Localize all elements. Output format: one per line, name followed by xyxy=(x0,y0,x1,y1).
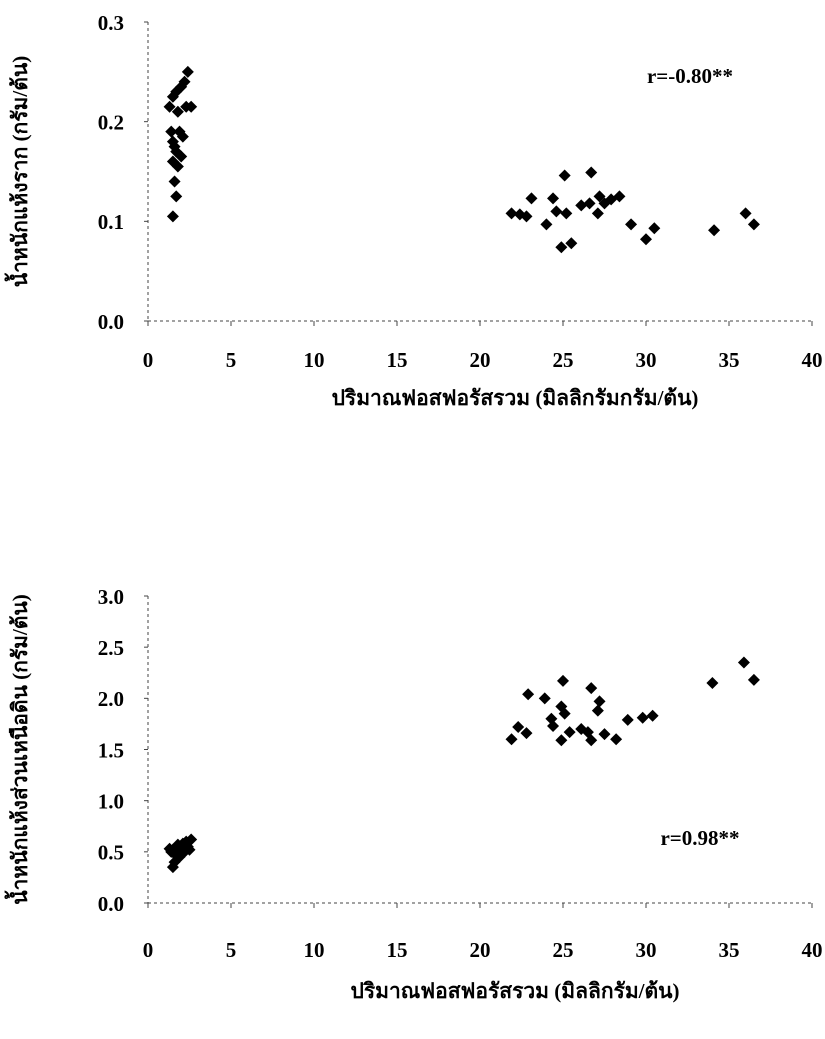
data-point xyxy=(583,197,596,210)
data-point xyxy=(621,713,634,726)
x-tick-label: 0 xyxy=(143,348,154,372)
data-point xyxy=(171,105,184,118)
x-tick-label: 15 xyxy=(387,938,408,962)
annotation: r=0.98** xyxy=(660,826,739,850)
data-point xyxy=(706,676,719,689)
data-point xyxy=(555,241,568,254)
data-point xyxy=(178,75,191,88)
x-tick-label: 10 xyxy=(304,348,325,372)
x-tick-label: 30 xyxy=(636,348,657,372)
data-point xyxy=(180,100,193,113)
data-point xyxy=(747,218,760,231)
data-point xyxy=(525,192,538,205)
data-point xyxy=(522,688,535,701)
y-tick-label: 0.0 xyxy=(98,310,124,334)
x-tick-label: 0 xyxy=(143,938,154,962)
data-point xyxy=(170,190,183,203)
x-tick-label: 10 xyxy=(304,938,325,962)
data-point xyxy=(520,727,533,740)
data-point xyxy=(181,65,194,78)
y-tick-label: 0.2 xyxy=(98,110,124,134)
data-point xyxy=(558,169,571,182)
x-axis-label: ปริมาณฟอสฟอรัสรวม (มิลลิกรัมกรัม/ต้น) xyxy=(332,386,699,410)
x-tick-label: 20 xyxy=(470,938,491,962)
x-tick-label: 5 xyxy=(226,938,237,962)
data-point xyxy=(558,707,571,720)
data-point xyxy=(708,224,721,237)
data-point xyxy=(636,711,649,724)
data-point xyxy=(505,207,518,220)
y-tick-label: 2.0 xyxy=(98,687,124,711)
x-tick-label: 40 xyxy=(802,348,823,372)
data-point xyxy=(585,166,598,179)
data-point xyxy=(538,692,551,705)
y-axis-label: น้ำหนักแห้งส่วนเหนือดิน (กรัม/ต้น) xyxy=(4,594,32,905)
y-tick-label: 2.5 xyxy=(98,636,124,660)
x-tick-label: 35 xyxy=(719,938,740,962)
y-axis-label: น้ำหนักแห้งราก (กรัม/ต้น) xyxy=(4,56,32,287)
data-point xyxy=(547,192,560,205)
data-point xyxy=(747,673,760,686)
data-point xyxy=(565,237,578,250)
x-tick-label: 25 xyxy=(553,938,574,962)
x-tick-label: 15 xyxy=(387,348,408,372)
data-point xyxy=(648,222,661,235)
x-axis-label: ปริมาณฟอสฟอรัสรวม (มิลลิกรัม/ต้น) xyxy=(351,979,680,1003)
y-tick-label: 0.5 xyxy=(98,841,124,865)
data-point xyxy=(540,218,553,231)
data-point xyxy=(739,207,752,220)
data-point xyxy=(640,233,652,246)
y-tick-label: 0.1 xyxy=(98,210,124,234)
y-tick-label: 1.5 xyxy=(98,738,124,762)
x-tick-label: 40 xyxy=(802,938,823,962)
data-point xyxy=(625,218,638,231)
data-point xyxy=(175,847,188,860)
y-tick-label: 0.0 xyxy=(98,892,124,916)
x-tick-label: 35 xyxy=(719,348,740,372)
data-point xyxy=(520,210,533,223)
data-point xyxy=(173,125,186,138)
data-point xyxy=(550,205,563,218)
y-tick-label: 3.0 xyxy=(98,585,124,609)
data-point xyxy=(168,175,181,188)
data-point xyxy=(591,207,604,220)
data-point xyxy=(613,190,626,203)
data-point xyxy=(585,682,598,695)
data-point xyxy=(512,720,525,733)
data-point xyxy=(575,199,588,212)
data-point xyxy=(183,843,196,856)
data-point xyxy=(555,734,568,747)
data-point xyxy=(585,734,598,747)
data-point xyxy=(557,674,569,687)
data-point xyxy=(563,726,576,739)
data-point xyxy=(171,160,184,173)
data-point xyxy=(547,719,560,732)
data-point xyxy=(591,704,604,717)
x-tick-label: 30 xyxy=(636,938,657,962)
data-point xyxy=(165,125,178,138)
x-tick-label: 25 xyxy=(553,348,574,372)
y-tick-label: 0.3 xyxy=(98,11,124,35)
data-point xyxy=(185,833,198,846)
data-point xyxy=(737,656,750,669)
data-point xyxy=(163,842,176,855)
data-point xyxy=(593,695,606,708)
data-point xyxy=(163,100,176,113)
data-point xyxy=(610,733,623,746)
data-point xyxy=(175,150,188,163)
x-tick-label: 5 xyxy=(226,348,237,372)
data-point xyxy=(646,709,659,722)
data-point xyxy=(598,728,611,741)
data-point xyxy=(166,210,179,223)
x-tick-label: 20 xyxy=(470,348,491,372)
data-point xyxy=(171,838,184,851)
y-tick-label: 1.0 xyxy=(98,789,124,813)
data-point xyxy=(560,207,573,220)
annotation: r=-0.80** xyxy=(647,64,733,88)
data-point xyxy=(505,733,518,746)
